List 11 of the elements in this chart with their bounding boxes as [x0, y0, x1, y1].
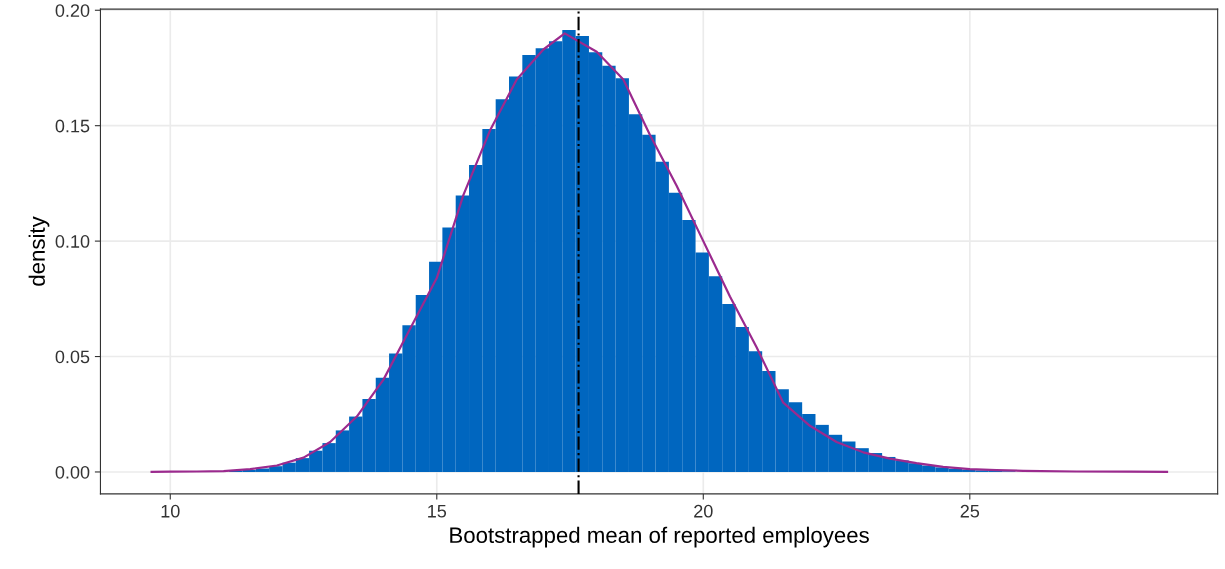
y-tick-label: 0.15	[55, 119, 90, 133]
x-axis-title: Bootstrapped mean of reported employees	[450, 526, 869, 548]
x-tick-label: 20	[694, 504, 713, 518]
x-tick-label: 25	[960, 504, 980, 518]
y-tick-label: 0.00	[55, 465, 90, 479]
y-tick-label: 0.20	[55, 4, 90, 17]
x-tick-label: 10	[161, 504, 180, 518]
x-tick-label: 15	[428, 504, 447, 518]
y-tick-label: 0.05	[55, 350, 90, 364]
y-axis-title: density	[28, 216, 50, 286]
y-tick-label: 0.10	[55, 235, 90, 248]
